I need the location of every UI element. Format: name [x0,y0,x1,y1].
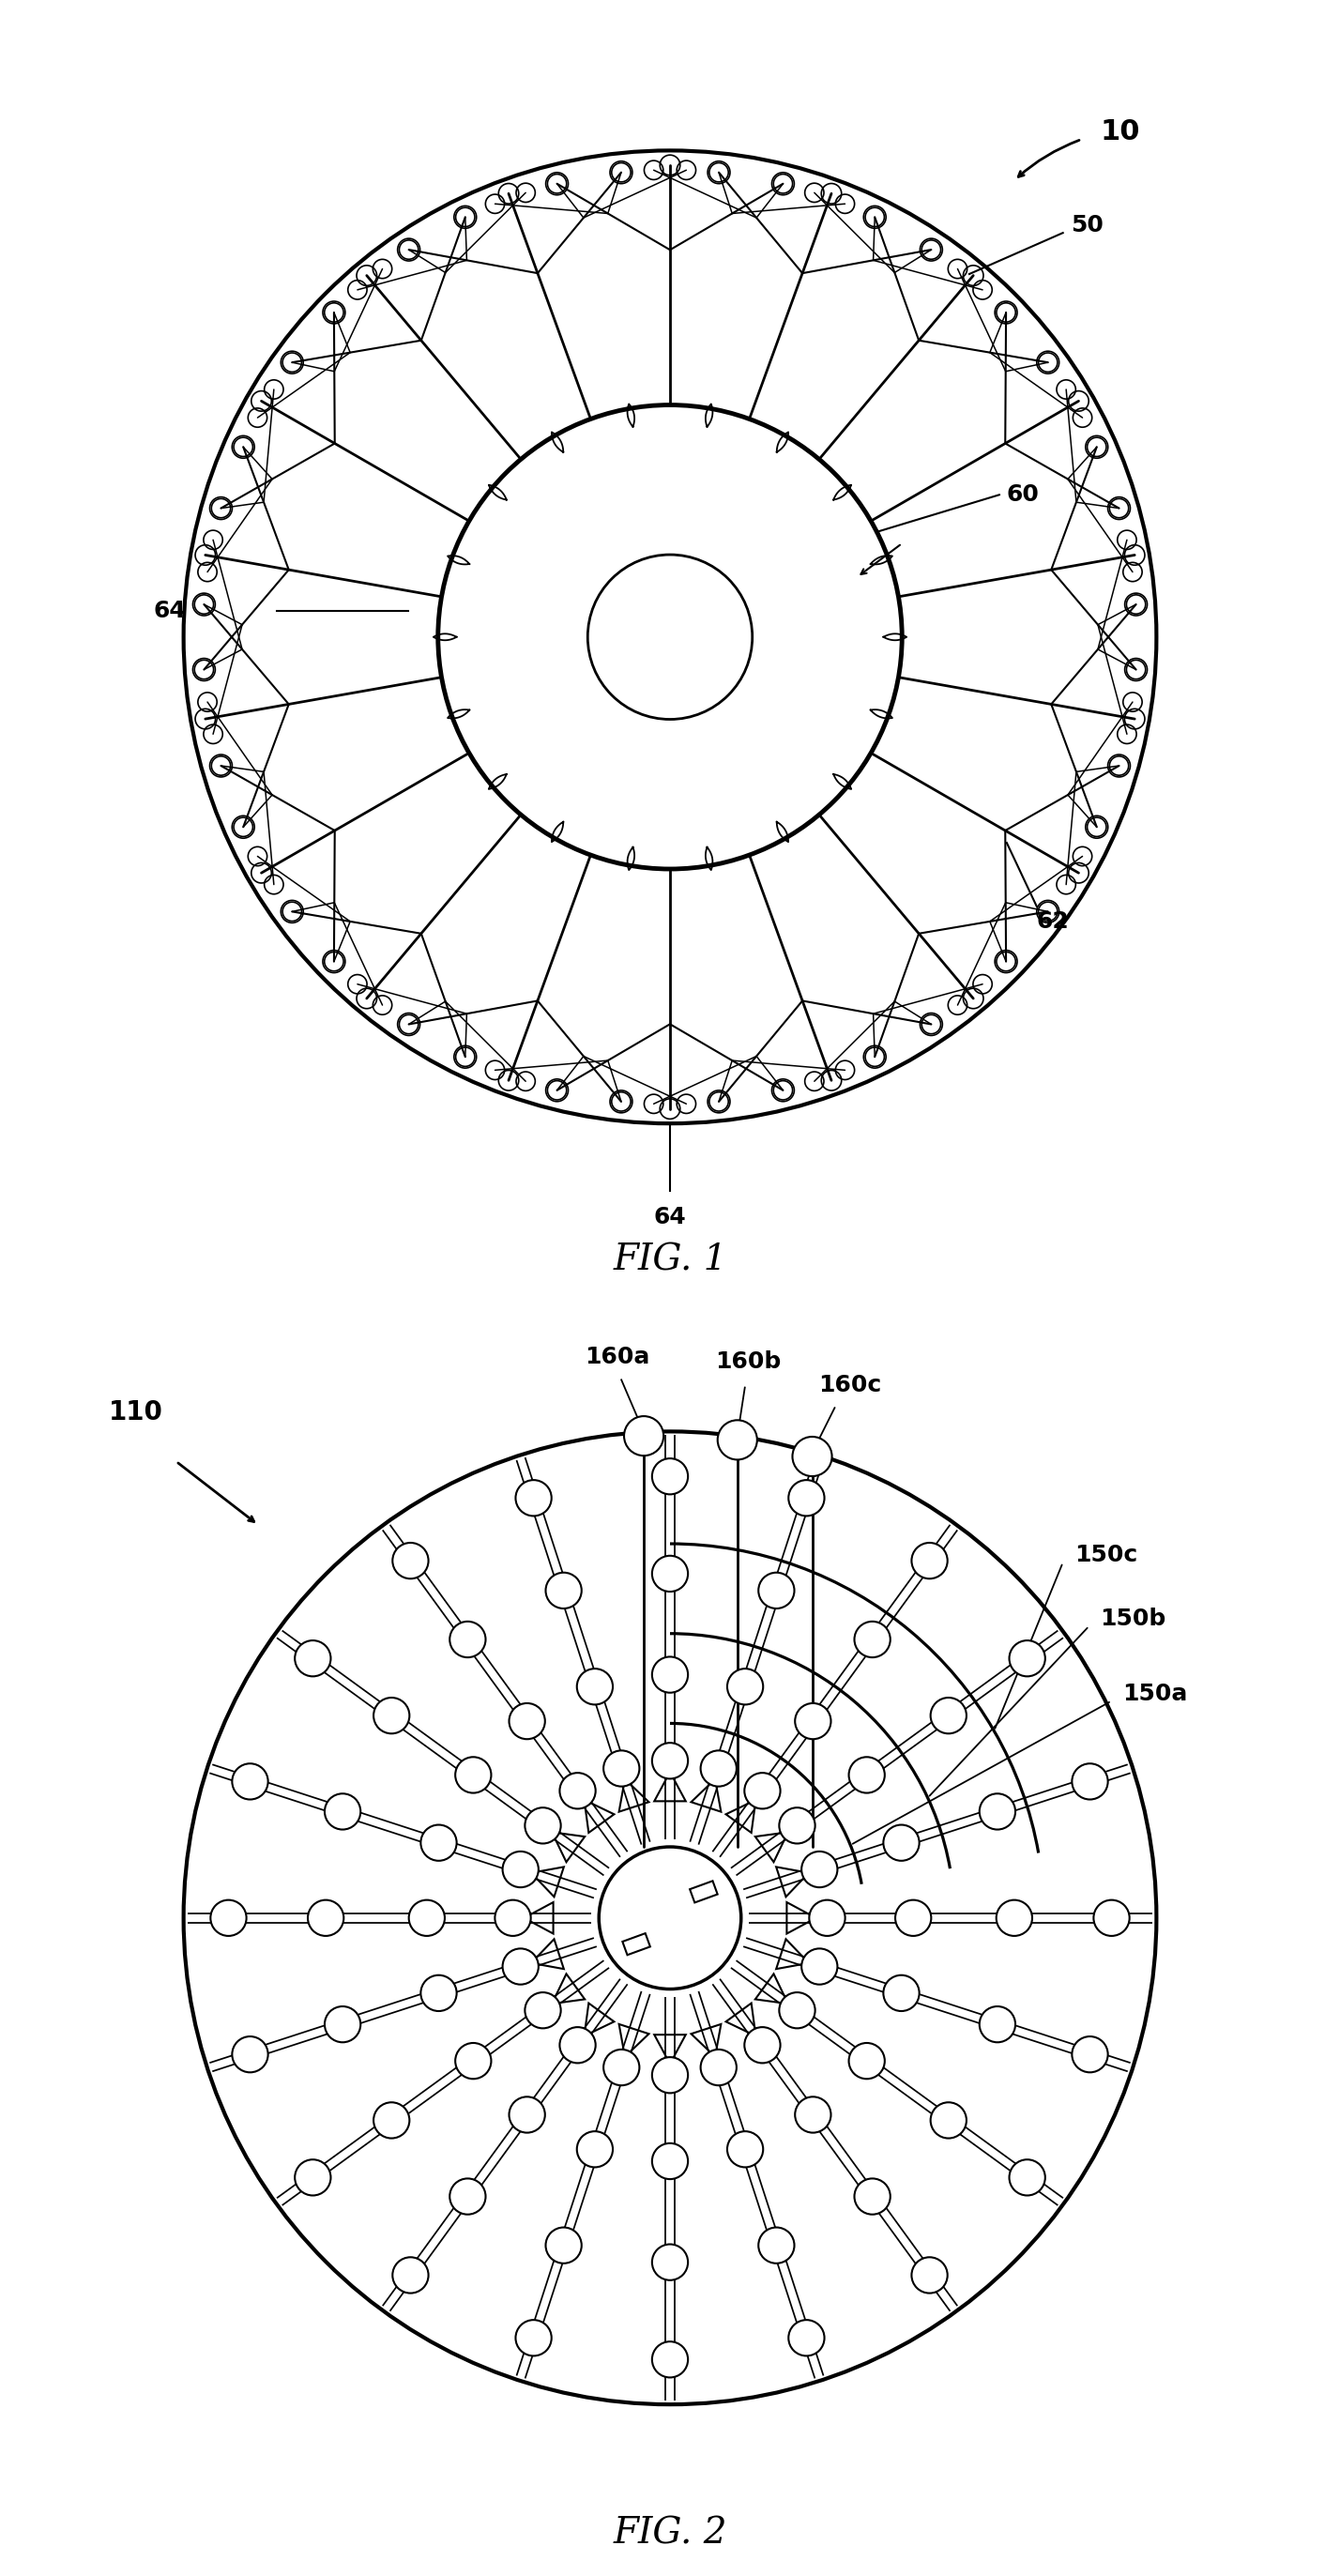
Circle shape [653,1556,687,1592]
Circle shape [795,1703,831,1739]
Circle shape [728,2130,762,2166]
Circle shape [1009,2159,1045,2195]
Circle shape [996,1901,1032,1937]
Circle shape [393,1543,429,1579]
Text: FIG. 2: FIG. 2 [612,2517,728,2550]
Circle shape [930,1698,966,1734]
Circle shape [560,1772,595,1808]
Circle shape [210,1901,247,1937]
Circle shape [855,2179,890,2215]
Text: 150a: 150a [1123,1682,1187,1705]
Circle shape [525,1991,561,2027]
Circle shape [745,2027,780,2063]
Circle shape [653,2143,687,2179]
Circle shape [728,1669,762,1705]
Text: 60: 60 [1006,484,1040,505]
Circle shape [801,1947,838,1984]
Circle shape [450,1620,485,1656]
Circle shape [578,2130,612,2166]
Circle shape [324,2007,360,2043]
Circle shape [980,1793,1016,1829]
Circle shape [848,2043,884,2079]
Circle shape [758,2228,795,2264]
Circle shape [653,1656,687,1692]
Circle shape [509,1703,545,1739]
Circle shape [883,1824,919,1860]
Circle shape [624,1417,663,1455]
Circle shape [1093,1901,1130,1937]
Circle shape [911,2257,947,2293]
Circle shape [911,1543,947,1579]
Circle shape [788,2321,824,2357]
Circle shape [809,1901,846,1937]
Circle shape [374,2102,410,2138]
Circle shape [308,1901,344,1937]
Circle shape [456,1757,492,1793]
Circle shape [855,1620,890,1656]
Circle shape [603,2050,639,2087]
Circle shape [560,2027,595,2063]
Circle shape [502,1947,539,1984]
Text: 64: 64 [154,600,186,621]
Circle shape [516,2321,552,2357]
Circle shape [1009,1641,1045,1677]
Circle shape [1072,1765,1108,1801]
Circle shape [232,2038,268,2071]
Circle shape [895,1901,931,1937]
Circle shape [653,1744,687,1780]
Circle shape [653,2244,687,2280]
Circle shape [795,2097,831,2133]
Circle shape [545,1571,582,1607]
Text: 150b: 150b [1100,1607,1166,1631]
Circle shape [409,1901,445,1937]
Text: 50: 50 [1071,214,1103,237]
Circle shape [295,2159,331,2195]
Text: 10: 10 [1100,118,1140,144]
Circle shape [502,1852,539,1888]
Circle shape [701,2050,737,2087]
Circle shape [324,1793,360,1829]
Circle shape [232,1765,268,1801]
Circle shape [930,2102,966,2138]
Circle shape [525,1808,561,1844]
Circle shape [393,2257,429,2293]
Text: 62: 62 [1037,909,1069,933]
Circle shape [653,2058,687,2094]
Circle shape [450,2179,485,2215]
Circle shape [456,2043,492,2079]
Circle shape [509,2097,545,2133]
Text: 64: 64 [654,1206,686,1229]
Text: 150c: 150c [1075,1543,1138,1566]
Circle shape [745,1772,780,1808]
Circle shape [295,1641,331,1677]
Circle shape [578,1669,612,1705]
Circle shape [801,1852,838,1888]
Circle shape [758,1571,795,1607]
Circle shape [788,1481,824,1515]
Circle shape [421,1824,457,1860]
Text: 110: 110 [109,1399,163,1427]
Circle shape [848,1757,884,1793]
Circle shape [653,1458,687,1494]
Circle shape [653,2342,687,2378]
Text: 160a: 160a [586,1347,650,1368]
Circle shape [421,1976,457,2012]
Circle shape [545,2228,582,2264]
Circle shape [980,2007,1016,2043]
Circle shape [792,1437,832,1476]
Circle shape [779,1808,815,1844]
Circle shape [701,1752,737,1785]
Text: 160c: 160c [817,1373,882,1396]
Circle shape [779,1991,815,2027]
Circle shape [516,1481,552,1515]
Text: 160b: 160b [716,1350,781,1373]
Circle shape [494,1901,531,1937]
Text: FIG. 1: FIG. 1 [612,1244,728,1278]
Circle shape [718,1419,757,1461]
Circle shape [1072,2038,1108,2071]
Circle shape [883,1976,919,2012]
Circle shape [374,1698,410,1734]
Circle shape [603,1752,639,1785]
